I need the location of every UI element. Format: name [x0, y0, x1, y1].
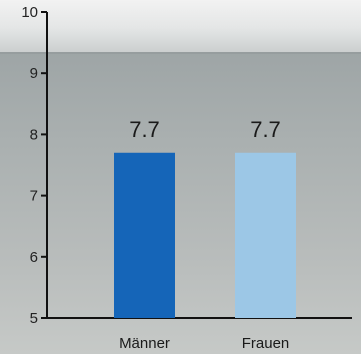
x-tick-label: Männer [119, 335, 170, 352]
y-tick-label: 5 [30, 310, 38, 327]
y-tick-label: 10 [21, 4, 38, 21]
bars [114, 152, 296, 318]
y-tick-label: 7 [30, 188, 38, 205]
bar-1 [114, 152, 175, 318]
data-labels: 7.7 Männer 7.7 Frauen [119, 117, 289, 352]
bar-2 [235, 152, 296, 318]
x-tick-label: Frauen [242, 335, 290, 352]
y-tick-label: 6 [30, 249, 38, 266]
y-tick-label: 9 [30, 65, 38, 82]
data-label: 7.7 [129, 117, 160, 142]
data-label: 7.7 [250, 117, 281, 142]
axes: 5 6 7 8 9 10 [21, 4, 352, 327]
y-tick-label: 8 [30, 126, 38, 143]
